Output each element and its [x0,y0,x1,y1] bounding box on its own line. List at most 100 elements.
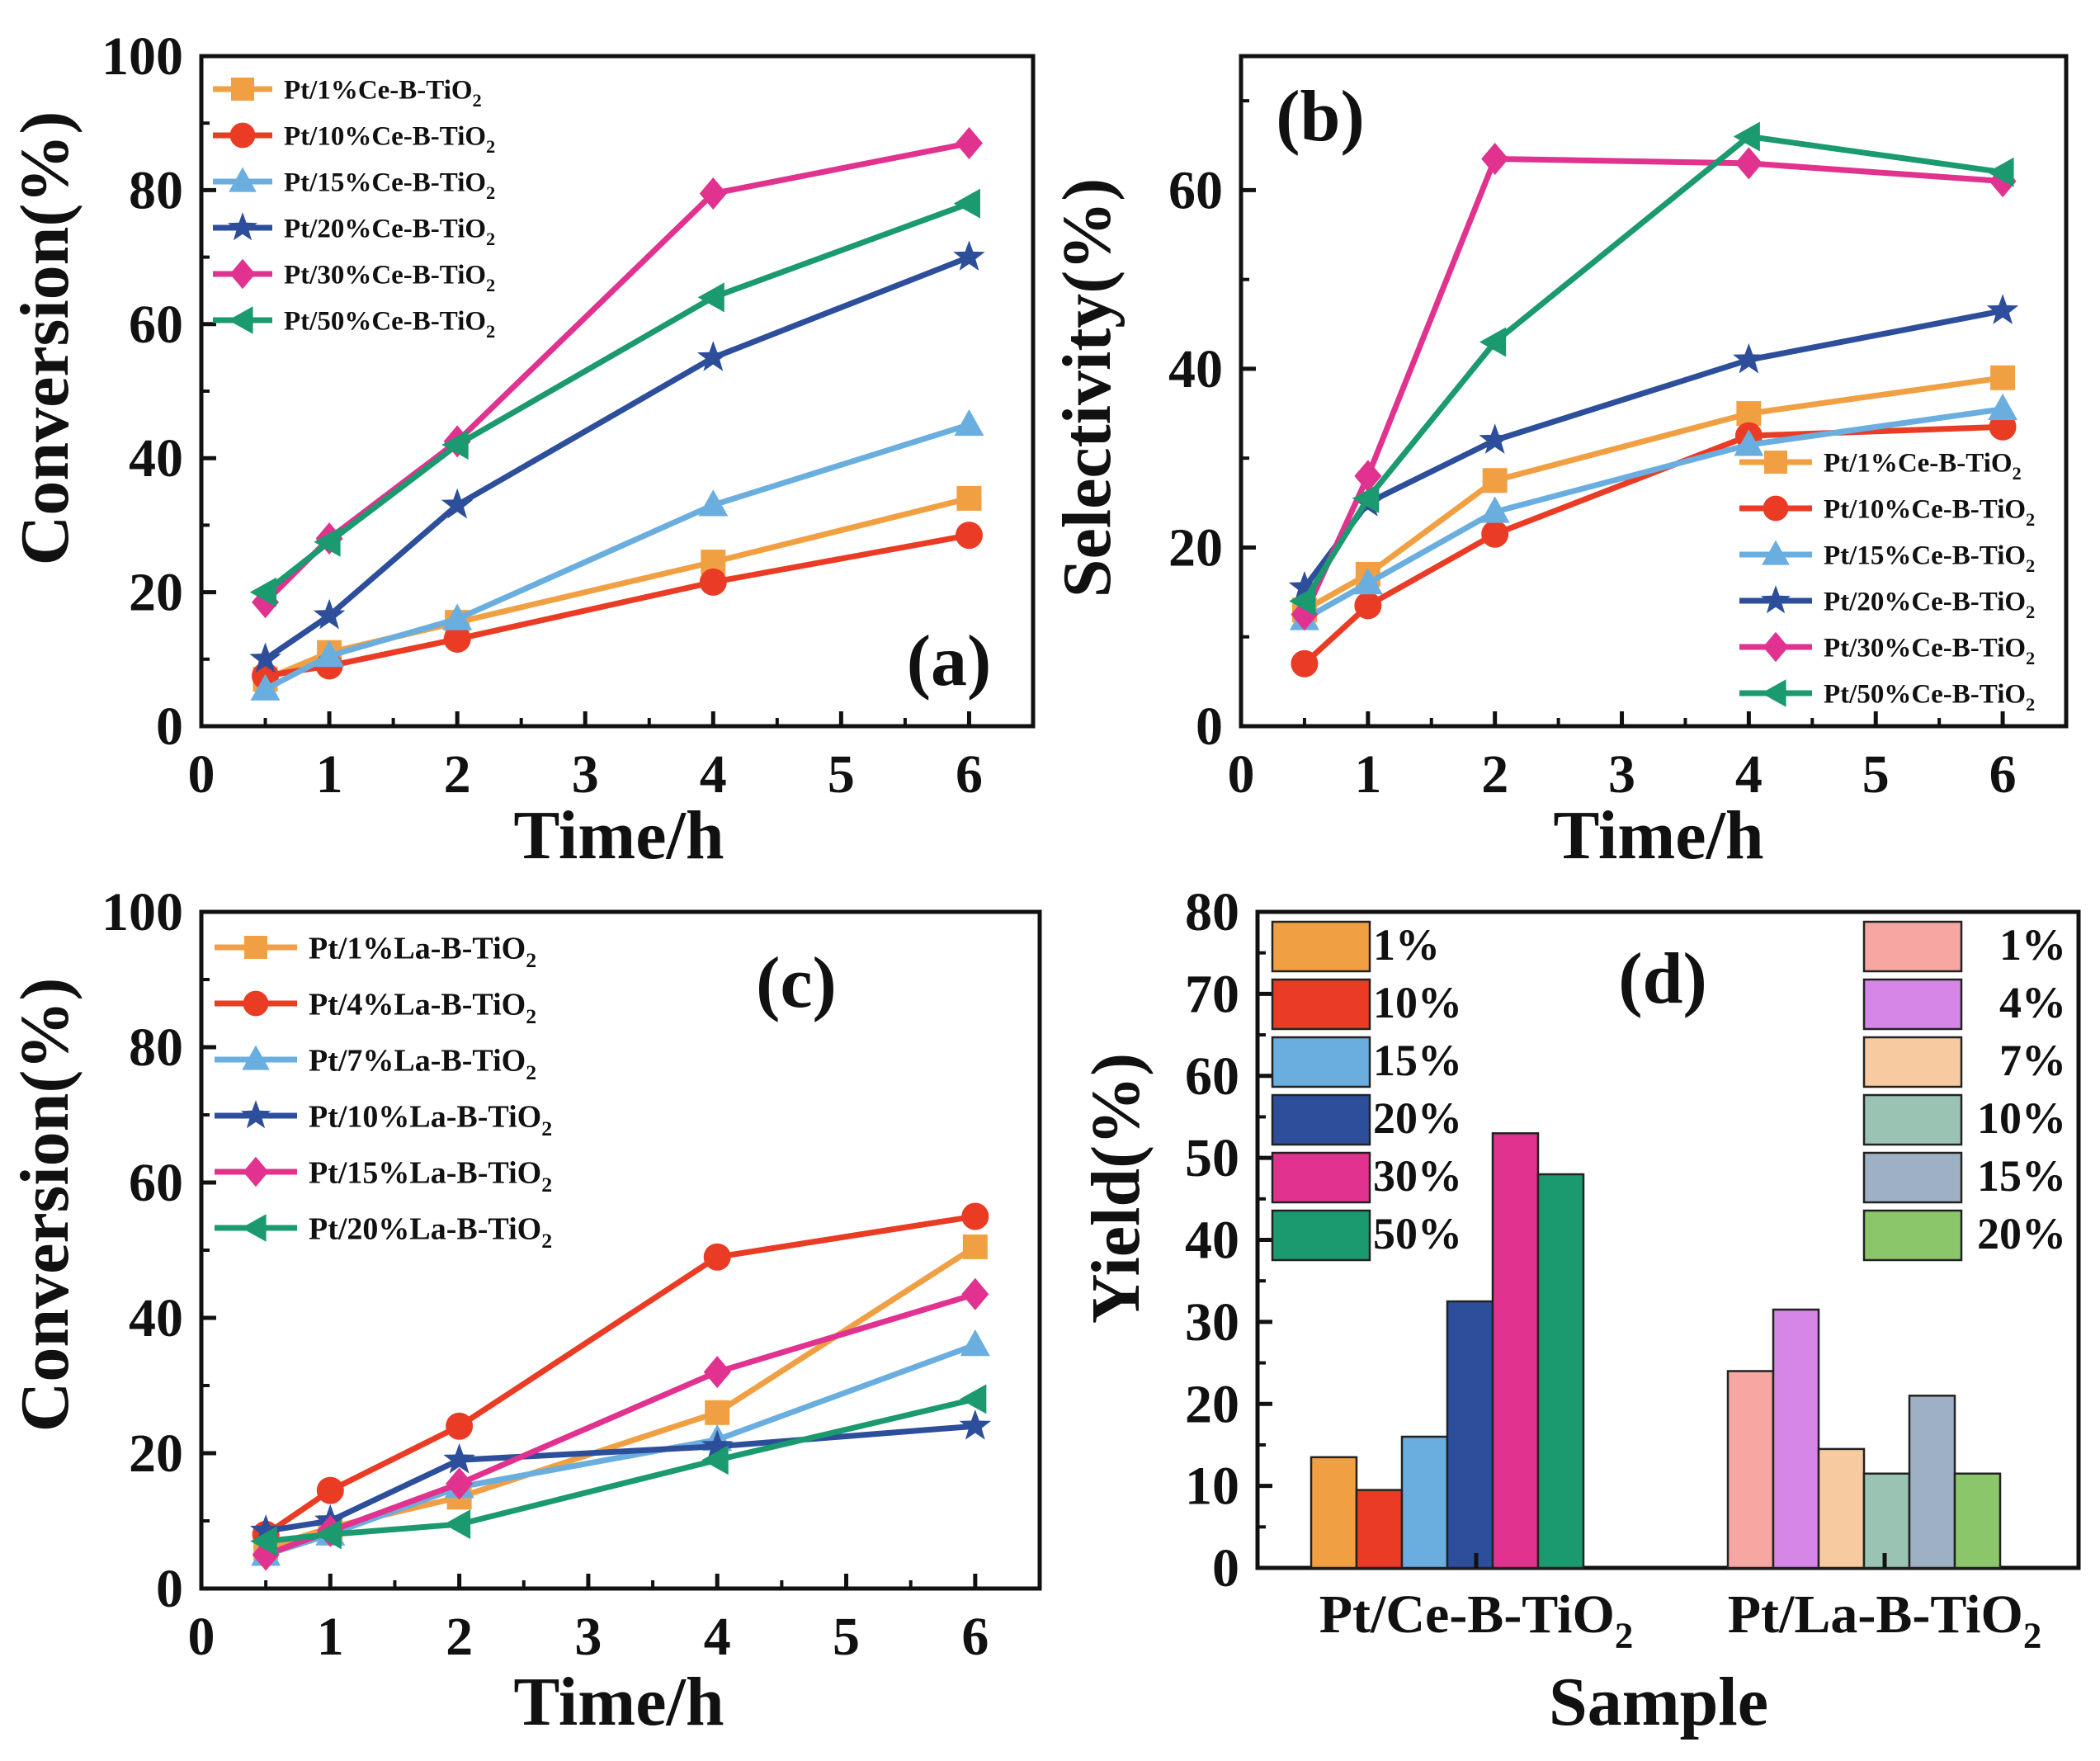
panel-d-legend-swatch [1271,1209,1371,1262]
panel-d-ytick-label: 60 [1185,1046,1239,1107]
panel-b-point [1291,649,1319,677]
panel-d-ytick-label: 50 [1185,1128,1239,1188]
panel-d-bar-pt-ce-b-tio-30 [1491,1132,1540,1570]
panel-b-xtick-label: 5 [1862,744,1890,805]
panel-b-legend-label: Pt/50%Ce-B-TiO2 [1824,680,2035,715]
panel-a-legend-marker [229,122,256,149]
panel-d-bar-pt-ce-b-tio-15 [1400,1435,1449,1570]
panel-b-xlabel: Time/h [1553,797,1763,874]
panel-c-ytick-label: 100 [101,882,183,942]
panel-d-legend-swatch [1271,1036,1371,1088]
panel-c-point [701,1445,729,1475]
panel-d-legend-label: 1% [1999,920,2066,970]
panel-b-legend-item: Pt/50%Ce-B-TiO2 [1739,679,2035,715]
panel-c-point [443,1443,475,1474]
panel-b-series-pt-15-ce-b-tio2 [1289,393,2018,630]
panel-b-legend-label: Pt/20%Ce-B-TiO2 [1824,588,2035,622]
panel-b-point [1479,496,1510,523]
panel-d-ytick-label: 70 [1185,964,1239,1024]
panel-d-legend-item: 20% [1271,1093,1462,1146]
panel-b-legend-item: Pt/10%Ce-B-TiO2 [1739,495,2035,530]
panel-c-xtick-label: 4 [704,1607,731,1667]
panel-a-legend-label: Pt/10%Ce-B-TiO2 [284,122,495,157]
panel-d-legend-item: 20% [1862,1209,2066,1262]
panel-b-point [1479,423,1511,454]
panel-b-legend-marker [1762,540,1790,565]
panel-c-legend-item: Pt/10%La-B-TiO2 [215,1099,552,1140]
panel-b-point [1481,520,1509,548]
panel-d-category-label: Pt/Ce-B-TiO2 [1319,1584,1634,1655]
panel-d-ytick-label: 40 [1185,1211,1239,1271]
panel-b-point [1990,365,2016,390]
panel-d-category-label: Pt/La-B-TiO2 [1728,1584,2042,1655]
panel-d-legend-label: 1% [1373,920,1440,970]
panel-b-point [1352,568,1383,595]
panel-a-legend-label: Pt/15%Ce-B-TiO2 [284,168,495,203]
panel-a-point [953,188,980,219]
panel-c-xtick-label: 2 [446,1607,473,1667]
panel-a-ytick-label: 0 [156,696,183,757]
panel-c-ytick-label: 0 [156,1559,183,1619]
panel-b-selectivity-ce: Selectivity(%) Time/h (b) 0 1 2 3 4 5 60204060… [1049,54,2069,874]
panel-c-legend-item: Pt/15%La-B-TiO2 [215,1155,552,1197]
panel-c-point [962,1234,988,1259]
panel-d-ylabel: Yield(%) [1078,1053,1154,1324]
panel-b-point [1733,342,1765,374]
panel-a-point [441,488,474,519]
panel-b-legend-item: Pt/15%Ce-B-TiO2 [1739,540,2035,576]
panel-d-legend-swatch [1862,1093,1963,1146]
panel-b-series-pt-1-ce-b-tio2 [1291,365,2016,623]
panel-a-xtick-label: 4 [700,744,727,805]
panel-c-ytick-label: 80 [129,1017,183,1078]
panel-b-ytick-label: 60 [1168,160,1223,220]
panel-d-legend-item: 4% [1862,978,2066,1031]
panel-b-ytick-label: 0 [1196,696,1223,757]
panel-b-point [1986,294,2019,324]
panel-b-legend-item: Pt/1%Ce-B-TiO2 [1739,449,2022,484]
panel-d-legend-swatch [1862,920,1963,973]
panel-c-point [703,1356,731,1389]
panel-a-ytick-label: 60 [129,295,183,355]
panel-d-legend-swatch [1271,920,1371,973]
panel-a-legend-item: Pt/10%Ce-B-TiO2 [213,122,495,157]
panel-a-legend-item: Pt/1%Ce-B-TiO2 [213,76,482,111]
panel-a-point [954,408,984,437]
panel-a-series-pt-15-ce-b-tio2 [250,408,984,701]
panel-d-legend-item: 15% [1271,1036,1462,1088]
panel-b-xtick-label: 3 [1608,744,1635,805]
panel-b-point [1354,460,1382,493]
panel-c-series-pt-20-la-b-tio2 [250,1384,987,1556]
panel-c-ylabel: Conversion(%) [7,978,83,1433]
panel-b-series-line [1303,375,2003,613]
panel-a-point [955,127,983,160]
panel-a-xtick-label: 1 [316,744,343,805]
panel-a-xtick-label: 0 [188,744,215,805]
panel-b-point [1988,393,2018,421]
panel-d-ytick-label: 30 [1185,1292,1239,1353]
panel-a-point [955,522,983,550]
panel-c-xtick-label: 6 [961,1607,989,1667]
panel-b-legend-marker [1764,451,1787,474]
panel-b-ytick-label: 40 [1168,339,1223,399]
panel-a-series-pt-50-ce-b-tio2 [249,188,980,607]
panel-a-point [442,603,473,630]
panel-d-yield: Yield(%) Sample (d) 0 10 20 30 40 50 60 70 80 Pt/… [1078,882,2081,1740]
panel-a-xtick-label: 3 [572,744,599,805]
panel-c-ytick-label: 20 [129,1423,183,1484]
panel-d-legend-label: 15% [1373,1036,1462,1085]
panel-a-legend-item: Pt/50%Ce-B-TiO2 [213,306,495,342]
panel-d-legend-item: 1% [1862,920,2066,973]
panel-a-point [314,640,345,668]
panel-d-legend-swatch [1862,978,1963,1031]
panel-a-point [314,526,341,557]
panel-d-bar-pt-la-b-tio-4 [1772,1308,1820,1570]
panel-d-bar-pt-ce-b-tio-20 [1446,1300,1494,1570]
panel-a-point [249,577,277,607]
panel-d-legend-label: 10% [1373,978,1462,1027]
panel-c-point [959,1409,992,1440]
panel-c-conversion-la: Conversion(%) Time/h (c) 0 1 2 3 4 5 602040608… [7,882,1042,1740]
panel-d-legend-item: 10% [1271,978,1462,1031]
panel-b-point [1479,327,1507,357]
panel-a-legend-marker [228,306,253,334]
panel-b-xtick-label: 2 [1481,744,1508,805]
